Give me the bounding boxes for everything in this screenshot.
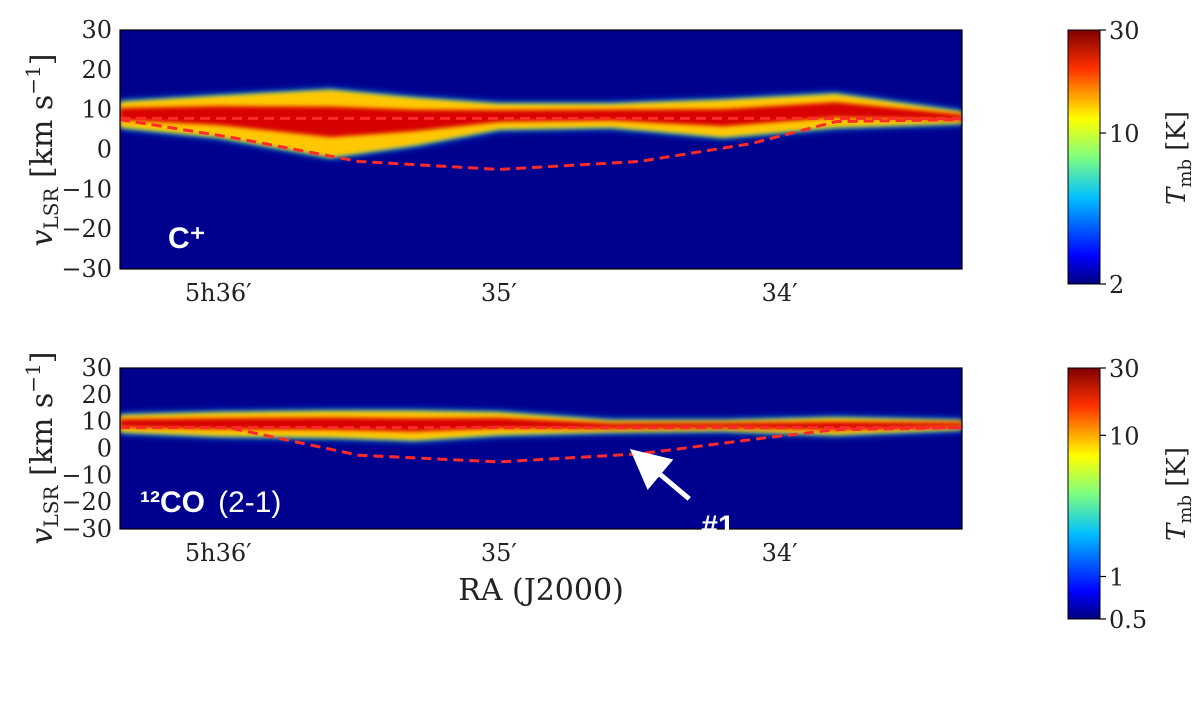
colorbar-tick-label: 30 (1109, 17, 1140, 45)
y-tick-label: −30 (61, 515, 112, 543)
colorbar-tick-label: 2 (1109, 271, 1124, 299)
y-axis-label: vLSR [km s−1] (21, 351, 63, 544)
x-tick-labels: 5h36′ 35′ 34′ (185, 539, 798, 567)
colorbar-bottom: 30 10 1 0.5 Tmb [K] (1067, 355, 1196, 634)
y-tick-label: 10 (81, 96, 112, 124)
y-tick-label: −30 (61, 255, 112, 283)
x-tick-label: 35′ (481, 539, 517, 567)
x-tick-labels: 5h36′ 35′ 34′ (185, 279, 798, 307)
x-tick-label: 34′ (762, 279, 798, 307)
y-tick-label: 10 (81, 408, 112, 436)
colorbar-tick-label: 10 (1109, 120, 1140, 148)
y-tick-label: 0 (97, 435, 112, 463)
y-axis-label: vLSR [km s−1] (21, 53, 63, 246)
panel-label: ¹²CO (2-1) (140, 486, 281, 519)
colorbar-tick-label: 30 (1109, 355, 1140, 383)
y-tick-label: −20 (61, 215, 112, 243)
y-tick-label: 30 (81, 16, 112, 44)
y-tick-label: −10 (61, 175, 112, 203)
x-tick-label: 35′ (481, 279, 517, 307)
colorbar-label: Tmb [K] (1162, 111, 1196, 205)
x-tick-label: 5h36′ (185, 279, 252, 307)
panel-label: C⁺ (168, 222, 206, 255)
y-tick-label: −20 (61, 488, 112, 516)
y-tick-label: 0 (97, 136, 112, 164)
colorbar-tick-label: 10 (1109, 422, 1140, 450)
dashed-curve (120, 118, 962, 171)
colorbar-ticks: 30 10 1 0.5 (1100, 355, 1147, 634)
dashed-curve (231, 426, 962, 464)
colorbar-ticks: 30 10 2 (1100, 17, 1140, 299)
annotation-label: #1 (701, 510, 734, 543)
colorbar-gradient (1067, 367, 1101, 620)
colorbar-label: Tmb [K] (1162, 447, 1196, 541)
y-tick-label: 30 (81, 354, 112, 382)
plot-area (120, 368, 962, 529)
colorbar-tick-label: 1 (1109, 564, 1124, 592)
x-tick-label: 34′ (762, 539, 798, 567)
y-tick-label: 20 (81, 381, 112, 409)
y-tick-label: 20 (81, 56, 112, 84)
y-tick-label: −10 (61, 461, 112, 489)
colorbar-gradient (1067, 29, 1101, 285)
emission-layer (120, 89, 962, 158)
plot-area (120, 30, 962, 269)
colorbar-tick-label: 0.5 (1109, 606, 1147, 634)
colorbar-top: 30 10 2 Tmb [K] (1067, 17, 1196, 299)
x-axis-label: RA (J2000) (458, 573, 624, 608)
annotation-arrow: #1 (629, 448, 735, 543)
y-tick-labels: 30 20 10 0 −10 −20 −30 (61, 16, 112, 283)
x-tick-label: 5h36′ (185, 539, 252, 567)
cplus-panel: 30 20 10 0 −10 −20 −30 5h36′ 35′ 34′ vLSR [km s−… (21, 16, 963, 307)
